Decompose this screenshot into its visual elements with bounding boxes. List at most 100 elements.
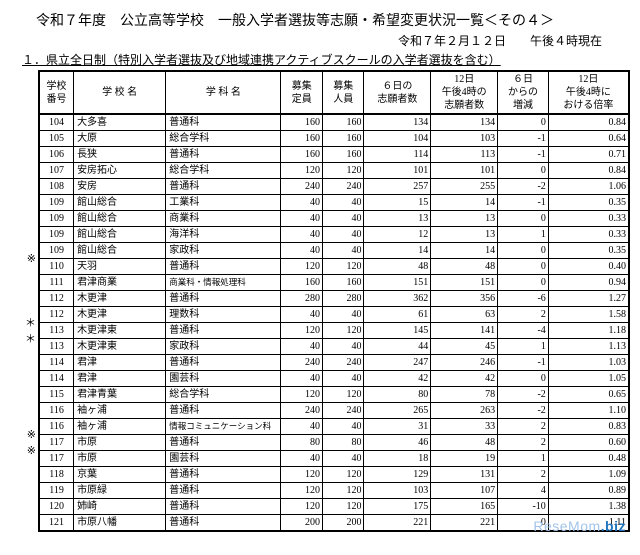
col-rate: 12日午後4時における倍率: [548, 71, 629, 114]
cell-d6: 129: [364, 467, 431, 483]
cell-dept: 普通科: [166, 179, 281, 195]
cell-d12: 14: [431, 195, 498, 211]
cell-school: 市原八幡: [74, 515, 166, 532]
cell-d6: 48: [364, 259, 431, 275]
table-row: 109館山総合家政科4040141400.35: [39, 243, 629, 259]
cell-diff: -4: [498, 323, 549, 339]
cell-school: 市原: [74, 435, 166, 451]
cell-ninzu: 120: [322, 499, 363, 515]
table-row: 114君津園芸科4040424201.05: [39, 371, 629, 387]
cell-dept: 普通科: [166, 467, 281, 483]
cell-school: 木更津東: [74, 323, 166, 339]
cell-teiin: 40: [281, 419, 322, 435]
cell-school: 袖ヶ浦: [74, 403, 166, 419]
table-row: 109館山総合海洋科4040121310.33: [39, 227, 629, 243]
table-row: 107安房拓心総合学科12012010110100.84: [39, 163, 629, 179]
cell-ninzu: 240: [322, 179, 363, 195]
cell-teiin: 80: [281, 435, 322, 451]
cell-diff: -10: [498, 499, 549, 515]
cell-d12: 42: [431, 371, 498, 387]
cell-diff: -2: [498, 403, 549, 419]
cell-d12: 131: [431, 467, 498, 483]
cell-school: 館山総合: [74, 227, 166, 243]
cell-no: 107: [39, 163, 74, 179]
cell-ninzu: 240: [322, 355, 363, 371]
table-row: 116袖ヶ浦普通科240240265263-21.10: [39, 403, 629, 419]
col-d6: ６日の志願者数: [364, 71, 431, 114]
cell-teiin: 240: [281, 355, 322, 371]
cell-dept: 普通科: [166, 147, 281, 163]
cell-teiin: 280: [281, 291, 322, 307]
cell-teiin: 160: [281, 275, 322, 291]
cell-ninzu: 120: [322, 387, 363, 403]
cell-rate: 1.13: [548, 339, 629, 355]
cell-rate: 1.10: [548, 403, 629, 419]
cell-dept: 商業科: [166, 211, 281, 227]
table-row: 105大原総合学科160160104103-10.64: [39, 131, 629, 147]
cell-d12: 165: [431, 499, 498, 515]
cell-d12: 151: [431, 275, 498, 291]
cell-no: 109: [39, 211, 74, 227]
cell-rate: 1.18: [548, 323, 629, 339]
cell-no: 116: [39, 419, 74, 435]
cell-ninzu: 40: [322, 227, 363, 243]
cell-school: 市原: [74, 451, 166, 467]
cell-diff: 0: [498, 163, 549, 179]
cell-no: 112: [39, 307, 74, 323]
cell-teiin: 40: [281, 243, 322, 259]
cell-dept: 普通科: [166, 291, 281, 307]
cell-no: 104: [39, 114, 74, 131]
cell-ninzu: 120: [322, 483, 363, 499]
cell-dept: 普通科: [166, 435, 281, 451]
cell-d6: 14: [364, 243, 431, 259]
cell-dept: 総合学科: [166, 131, 281, 147]
cell-school: 木更津: [74, 291, 166, 307]
cell-school: 君津: [74, 355, 166, 371]
cell-rate: 0.64: [548, 131, 629, 147]
cell-d6: 46: [364, 435, 431, 451]
cell-rate: 0.35: [548, 243, 629, 259]
cell-no: 109: [39, 243, 74, 259]
cell-diff: 2: [498, 467, 549, 483]
cell-dept: 普通科: [166, 499, 281, 515]
col-d12: 12日午後4時の志願者数: [431, 71, 498, 114]
cell-ninzu: 160: [322, 114, 363, 131]
cell-diff: -1: [498, 195, 549, 211]
cell-ninzu: 120: [322, 163, 363, 179]
cell-school: 安房拓心: [74, 163, 166, 179]
cell-rate: 1.05: [548, 371, 629, 387]
cell-teiin: 120: [281, 467, 322, 483]
row-marker: ※: [8, 254, 36, 265]
col-dept: 学 科 名: [166, 71, 281, 114]
cell-teiin: 120: [281, 499, 322, 515]
cell-no: 109: [39, 227, 74, 243]
cell-teiin: 160: [281, 114, 322, 131]
table-row: 118京葉普通科12012012913121.09: [39, 467, 629, 483]
cell-no: 110: [39, 259, 74, 275]
cell-d6: 13: [364, 211, 431, 227]
cell-diff: 0: [498, 211, 549, 227]
cell-no: 115: [39, 387, 74, 403]
cell-school: 長狭: [74, 147, 166, 163]
cell-ninzu: 280: [322, 291, 363, 307]
cell-rate: 0.71: [548, 147, 629, 163]
cell-d6: 145: [364, 323, 431, 339]
cell-ninzu: 120: [322, 259, 363, 275]
table-row: 113木更津東普通科120120145141-41.18: [39, 323, 629, 339]
cell-teiin: 40: [281, 211, 322, 227]
cell-rate: 1.06: [548, 179, 629, 195]
cell-no: 116: [39, 403, 74, 419]
cell-d12: 78: [431, 387, 498, 403]
cell-diff: 2: [498, 435, 549, 451]
cell-rate: 0.89: [548, 483, 629, 499]
cell-teiin: 120: [281, 387, 322, 403]
cell-rate: 1.58: [548, 307, 629, 323]
cell-dept: 普通科: [166, 323, 281, 339]
cell-teiin: 40: [281, 339, 322, 355]
table-row: 109館山総合工業科40401514-10.35: [39, 195, 629, 211]
row-marker: ※: [8, 446, 36, 457]
cell-diff: 0: [498, 114, 549, 131]
cell-diff: -1: [498, 147, 549, 163]
cell-d6: 61: [364, 307, 431, 323]
cell-ninzu: 40: [322, 371, 363, 387]
